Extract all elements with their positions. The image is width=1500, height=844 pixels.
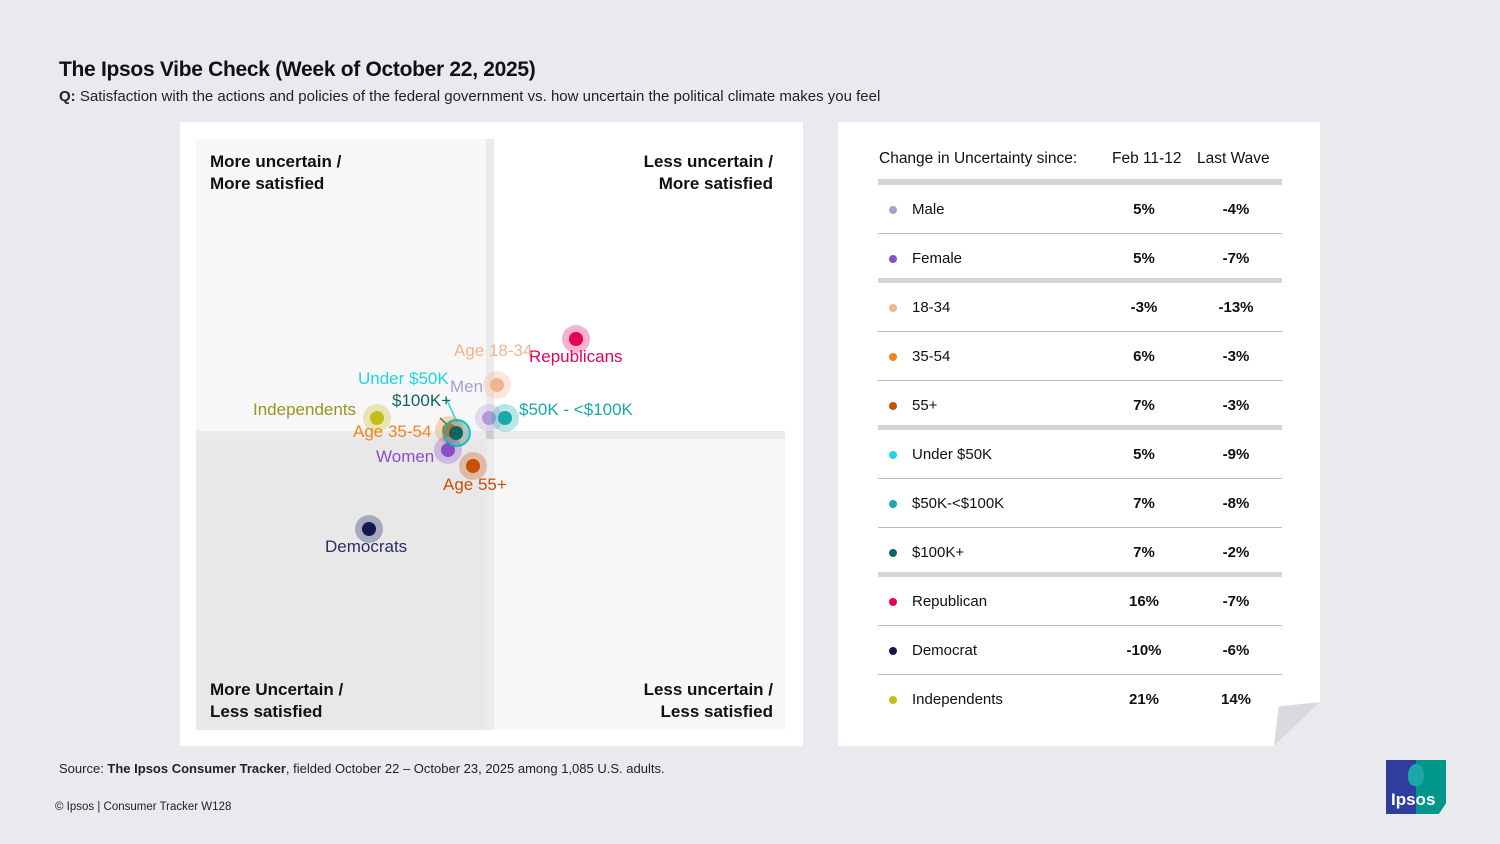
table-row: $100K+ 7% -2% xyxy=(878,528,1282,577)
row-label: 55+ xyxy=(912,397,938,414)
legend-dot-icon xyxy=(889,206,897,214)
quadrant-chart: More uncertain / More satisfied Less unce… xyxy=(180,122,803,746)
row-label: Male xyxy=(912,201,945,218)
table-row: 55+ 7% -3% xyxy=(878,381,1282,430)
last-wave-value: -3% xyxy=(1222,397,1250,414)
question: Q: Satisfaction with the actions and pol… xyxy=(59,88,881,105)
feb-value: 5% xyxy=(1133,250,1155,267)
point-label: Under $50K xyxy=(358,369,449,388)
last-wave-value: -4% xyxy=(1222,201,1250,218)
quadrant-top-left xyxy=(196,139,486,431)
feb-value: 7% xyxy=(1133,397,1155,414)
table-row: $50K-<$100K 7% -8% xyxy=(878,479,1282,528)
feb-value: -10% xyxy=(1126,642,1162,659)
legend-dot-icon xyxy=(889,647,897,655)
row-label: Democrat xyxy=(912,642,978,659)
last-wave-value: -6% xyxy=(1222,642,1250,659)
table-row: Male 5% -4% xyxy=(878,185,1282,234)
legend-dot-icon xyxy=(889,598,897,606)
row-label: 18-34 xyxy=(912,299,951,316)
data-point xyxy=(466,459,480,473)
point-halo xyxy=(443,419,471,447)
table-row: Republican 16% -7% xyxy=(878,577,1282,626)
table-header-feb: Feb 11-12 xyxy=(1112,150,1182,167)
leader-lines xyxy=(439,397,458,432)
legend-dot-icon xyxy=(889,353,897,361)
feb-value: 7% xyxy=(1133,495,1155,512)
point-label: Age 55+ xyxy=(443,475,507,494)
quadrant-top-right xyxy=(494,139,785,431)
point-label: $100K+ xyxy=(392,391,452,410)
last-wave-value: -3% xyxy=(1222,348,1250,365)
data-point xyxy=(370,411,384,425)
point-label: Independents xyxy=(253,400,357,419)
table-header-divider xyxy=(878,179,1282,185)
point-label: Age 35-54 xyxy=(353,422,432,441)
table-row: Independents 21% 14% xyxy=(878,675,1282,724)
quadrant-label-top-left: More uncertain / More satisfied xyxy=(210,152,342,193)
uncertainty-table: Change in Uncertainty since: Feb 11-12 L… xyxy=(838,122,1320,746)
feb-value: 21% xyxy=(1128,691,1160,708)
legend-dot-icon xyxy=(889,255,897,263)
data-point xyxy=(490,378,504,392)
last-wave-value: -13% xyxy=(1218,299,1254,316)
table-row: Under $50K 5% -9% xyxy=(878,430,1282,479)
last-wave-value: 14% xyxy=(1220,691,1252,708)
data-point xyxy=(569,332,583,346)
last-wave-value: -9% xyxy=(1222,446,1250,463)
point-label: Republicans xyxy=(529,347,623,366)
legend-dot-icon xyxy=(889,402,897,410)
axis-center xyxy=(486,431,494,439)
data-point xyxy=(498,411,512,425)
feb-value: 6% xyxy=(1133,348,1155,365)
feb-value: 5% xyxy=(1133,201,1155,218)
table-row: Democrat -10% -6% xyxy=(878,626,1282,675)
feb-value: 16% xyxy=(1128,593,1160,610)
logo-head-icon xyxy=(1408,764,1424,786)
row-label: 35-54 xyxy=(912,348,951,365)
table-header-last-wave: Last Wave xyxy=(1197,150,1270,167)
row-label: Independents xyxy=(912,691,1003,708)
row-label: Republican xyxy=(912,593,988,610)
point-label: Democrats xyxy=(325,537,408,556)
legend-dot-icon xyxy=(889,696,897,704)
row-label: $50K-<$100K xyxy=(912,495,1005,512)
legend-dot-icon xyxy=(889,304,897,312)
last-wave-value: -2% xyxy=(1222,544,1250,561)
page-title: The Ipsos Vibe Check (Week of October 22… xyxy=(59,58,536,81)
last-wave-value: -8% xyxy=(1222,495,1250,512)
table-row: Female 5% -7% xyxy=(878,234,1282,283)
point-label: $50K - <$100K xyxy=(519,400,633,419)
data-point xyxy=(362,522,376,536)
quadrant-bottom-left xyxy=(196,439,486,730)
legend-dot-icon xyxy=(889,549,897,557)
legend-dot-icon xyxy=(889,500,897,508)
table-row: 35-54 6% -3% xyxy=(878,332,1282,381)
data-point xyxy=(449,426,463,440)
table-header-label: Change in Uncertainty since: xyxy=(879,150,1078,167)
data-point xyxy=(441,443,455,457)
quadrant-bottom-right xyxy=(494,439,785,730)
page-fold xyxy=(1274,702,1320,746)
row-label: Under $50K xyxy=(912,446,993,463)
feb-value: -3% xyxy=(1130,299,1158,316)
row-label: Female xyxy=(912,250,963,267)
quadrant-label-top-right: Less uncertain / More satisfied xyxy=(643,152,773,193)
last-wave-value: -7% xyxy=(1222,250,1250,267)
feb-value: 5% xyxy=(1133,446,1155,463)
copyright: © Ipsos | Consumer Tracker W128 xyxy=(55,801,232,813)
feb-value: 7% xyxy=(1133,544,1155,561)
point-label: Women xyxy=(376,447,435,466)
last-wave-value: -7% xyxy=(1222,593,1250,610)
quadrant-label-bottom-left: More Uncertain / Less satisfied xyxy=(210,680,344,721)
data-point xyxy=(482,411,496,425)
quadrant-label-bottom-right: Less uncertain / Less satisfied xyxy=(643,680,773,721)
legend-dot-icon xyxy=(889,451,897,459)
row-label: $100K+ xyxy=(912,544,965,561)
table-row: 18-34 -3% -13% xyxy=(878,283,1282,332)
point-label: Men xyxy=(450,377,484,396)
source-note: Source: The Ipsos Consumer Tracker, fiel… xyxy=(59,761,665,776)
ipsos-logo: Ipsos xyxy=(1386,760,1446,814)
point-label: Age 18-34 xyxy=(454,341,533,360)
